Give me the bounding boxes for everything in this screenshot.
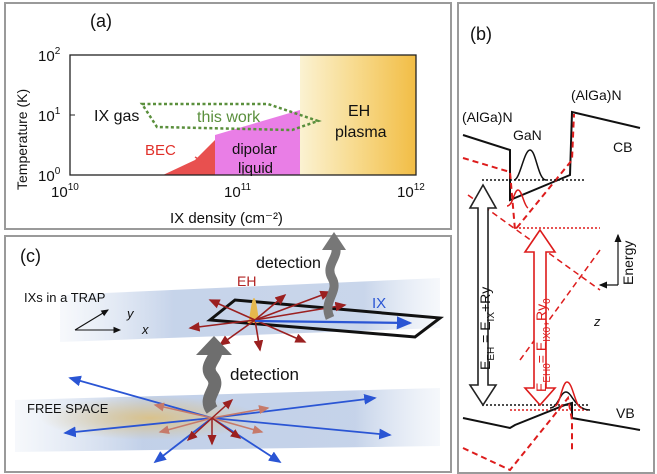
y-axis-label-c: y [126,306,135,321]
this-work-label: this work [197,109,261,126]
eh0-energy-label: EEH0= EIX0+Ry0 [533,298,553,392]
phase-diagram: IX gas this work BEC dipolar liquid EH p… [14,46,425,227]
vb-label: VB [616,405,635,421]
detection-label-top: detection [256,255,321,272]
algan-right-label: (AlGa)N [571,87,622,103]
eh0-energy-arrow [523,228,557,407]
x-axis-label-c: x [141,322,149,337]
detection-arrow-mid [202,341,223,414]
panel-a-label: (a) [90,11,112,31]
ytick-label-2: 101 [38,106,61,125]
conduction-band [462,110,641,202]
panel-c-label: (c) [20,246,41,266]
trap-plane [60,278,440,342]
x-axis-label: IX density (cm⁻²) [170,210,283,227]
ix-transport-arrow [254,316,413,330]
geometry-sketch: IXs in a TRAP y x EH IX detection de [15,232,444,464]
bec-pointer [194,156,206,164]
dipolar-liquid-region [215,110,300,175]
valence-band-flat [462,395,573,472]
dipolar-label-1: dipolar [232,141,277,158]
xtick-label-1: 1010 [51,182,79,201]
bec-label: BEC [145,142,176,159]
z-label: z [593,314,601,329]
ytick-label-1: 100 [38,166,61,185]
panel-b-label: (b) [470,24,492,44]
cb-label: CB [613,139,632,155]
eh-plasma-region [300,55,416,175]
free-space-label: FREE SPACE [27,401,109,416]
energy-label: Energy [620,241,636,285]
ytick-label-3: 102 [38,46,61,65]
eh-label-1: EH [348,103,370,120]
xtick-label-3: 1012 [397,182,425,201]
detection-arrow-top [323,241,341,320]
algan-left-label: (AlGa)N [462,109,513,125]
this-work-outline [139,102,322,132]
ix-gas-label: IX gas [94,108,139,125]
electron-wavefunction-flat [506,189,529,209]
trap-label: IXs in a TRAP [24,290,105,305]
dipolar-label-2: liquid [238,160,273,177]
eh-label-2: plasma [335,124,387,141]
y-axis-label: Temperature (K) [14,89,30,190]
hole-wavefunction-flat [554,381,583,409]
eh-energy-arrow [468,183,498,407]
eh-spike [247,298,261,323]
eh-energy-label: EEH = EIX+Ry [477,287,497,370]
y-axis-arrow [74,309,109,331]
band-diagram: (AlGa)N GaN (AlGa)N CB VB EEH = EIX+Ry [462,87,641,472]
conduction-band-flat [462,113,575,233]
eh-label-c: EH [237,273,256,289]
gan-label: GaN [513,127,542,143]
bec-region [163,140,215,175]
ix-label-c: IX [372,295,386,312]
xtick-label-2: 1011 [224,182,252,201]
detection-label-mid: detection [230,365,299,384]
electron-wavefunction [513,149,547,181]
